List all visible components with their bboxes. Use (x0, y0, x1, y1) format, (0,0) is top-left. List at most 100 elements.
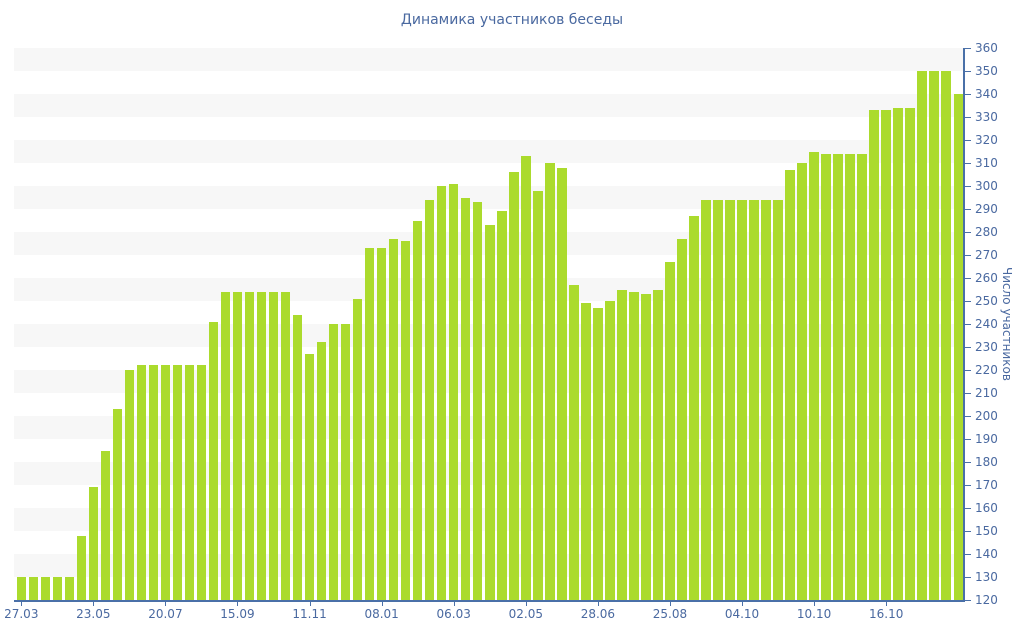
bar[interactable] (725, 199, 735, 600)
bar[interactable] (364, 248, 375, 600)
x-axis-tick (309, 602, 311, 606)
x-tick-label: 27.03 (4, 607, 39, 621)
y-tick-label: 260 (975, 271, 998, 285)
bar[interactable] (665, 261, 675, 600)
bar[interactable] (268, 291, 279, 600)
bar[interactable] (593, 307, 603, 600)
bar[interactable] (797, 163, 807, 600)
bar[interactable] (244, 291, 255, 600)
bar[interactable] (737, 199, 747, 600)
bar[interactable] (473, 202, 483, 600)
bar[interactable] (785, 169, 795, 600)
y-axis-tick (965, 577, 971, 578)
bar[interactable] (436, 186, 447, 600)
bar[interactable] (581, 303, 591, 600)
bar[interactable] (869, 110, 879, 600)
bar[interactable] (304, 353, 315, 600)
bar[interactable] (773, 199, 783, 600)
bar[interactable] (485, 225, 495, 600)
bar[interactable] (641, 294, 651, 600)
plot-area (14, 48, 965, 602)
bar[interactable] (497, 211, 507, 600)
bar[interactable] (328, 324, 339, 600)
bar[interactable] (292, 314, 303, 600)
bar[interactable] (352, 298, 363, 600)
y-tick-label: 120 (975, 593, 998, 607)
bar[interactable] (845, 153, 855, 600)
bar[interactable] (280, 291, 291, 600)
bar[interactable] (605, 301, 615, 600)
bar[interactable] (424, 199, 435, 600)
bar[interactable] (28, 577, 39, 600)
bar[interactable] (761, 199, 771, 600)
bar[interactable] (160, 365, 171, 600)
bar[interactable] (76, 535, 87, 600)
y-tick-label: 170 (975, 478, 998, 492)
bar[interactable] (857, 153, 867, 600)
bar[interactable] (557, 167, 567, 600)
bar[interactable] (833, 153, 843, 600)
bar[interactable] (232, 291, 243, 600)
x-tick-label: 28.06 (580, 607, 616, 621)
bar[interactable] (88, 487, 99, 600)
y-axis-tick (965, 186, 971, 187)
bar[interactable] (52, 577, 63, 600)
bar[interactable] (412, 220, 423, 600)
bar[interactable] (388, 238, 399, 600)
bar[interactable] (460, 197, 471, 600)
bar[interactable] (124, 370, 135, 600)
bar[interactable] (917, 71, 927, 600)
bar[interactable] (713, 199, 723, 600)
y-tick-label: 150 (975, 524, 998, 538)
bar[interactable] (653, 289, 663, 600)
bar[interactable] (376, 248, 387, 600)
bar[interactable] (809, 151, 819, 600)
bar[interactable] (569, 284, 579, 600)
bar[interactable] (941, 71, 951, 600)
x-axis-tick (237, 602, 239, 606)
bar[interactable] (448, 183, 459, 600)
bar[interactable] (617, 289, 627, 600)
bar[interactable] (533, 190, 543, 600)
bar[interactable] (929, 71, 939, 600)
bar[interactable] (689, 215, 699, 600)
bar[interactable] (893, 107, 903, 600)
bar[interactable] (208, 321, 219, 600)
bar[interactable] (196, 365, 207, 600)
bar[interactable] (40, 577, 51, 600)
bar[interactable] (521, 156, 531, 600)
bar[interactable] (400, 241, 411, 600)
bar[interactable] (184, 365, 195, 600)
bar[interactable] (509, 172, 519, 600)
bar[interactable] (905, 107, 915, 600)
bar[interactable] (881, 110, 891, 600)
bar[interactable] (821, 153, 831, 600)
bar[interactable] (316, 342, 327, 600)
bar[interactable] (340, 324, 351, 600)
bar[interactable] (220, 291, 231, 600)
x-tick-label: 02.05 (508, 607, 543, 621)
x-tick-label: 04.10 (724, 607, 760, 621)
plot-band (14, 71, 963, 94)
bar[interactable] (100, 450, 111, 600)
bar[interactable] (112, 409, 123, 600)
bar[interactable] (953, 94, 963, 600)
bar[interactable] (64, 577, 75, 600)
x-tick-label: 11.11 (292, 607, 327, 621)
bar[interactable] (545, 163, 555, 600)
bar[interactable] (136, 365, 147, 600)
y-axis-tick (965, 462, 971, 463)
bar[interactable] (701, 199, 711, 600)
bar[interactable] (256, 291, 267, 600)
bar[interactable] (629, 291, 639, 600)
x-tick-label: 20.07 (148, 607, 183, 621)
x-axis-tick (814, 602, 816, 606)
y-axis-tick (965, 255, 971, 256)
bar[interactable] (749, 199, 759, 600)
bar[interactable] (16, 577, 26, 600)
x-axis-tick (381, 602, 383, 606)
bar[interactable] (677, 238, 687, 600)
x-axis-tick (597, 602, 599, 606)
bar[interactable] (148, 365, 159, 600)
bar[interactable] (172, 365, 183, 600)
